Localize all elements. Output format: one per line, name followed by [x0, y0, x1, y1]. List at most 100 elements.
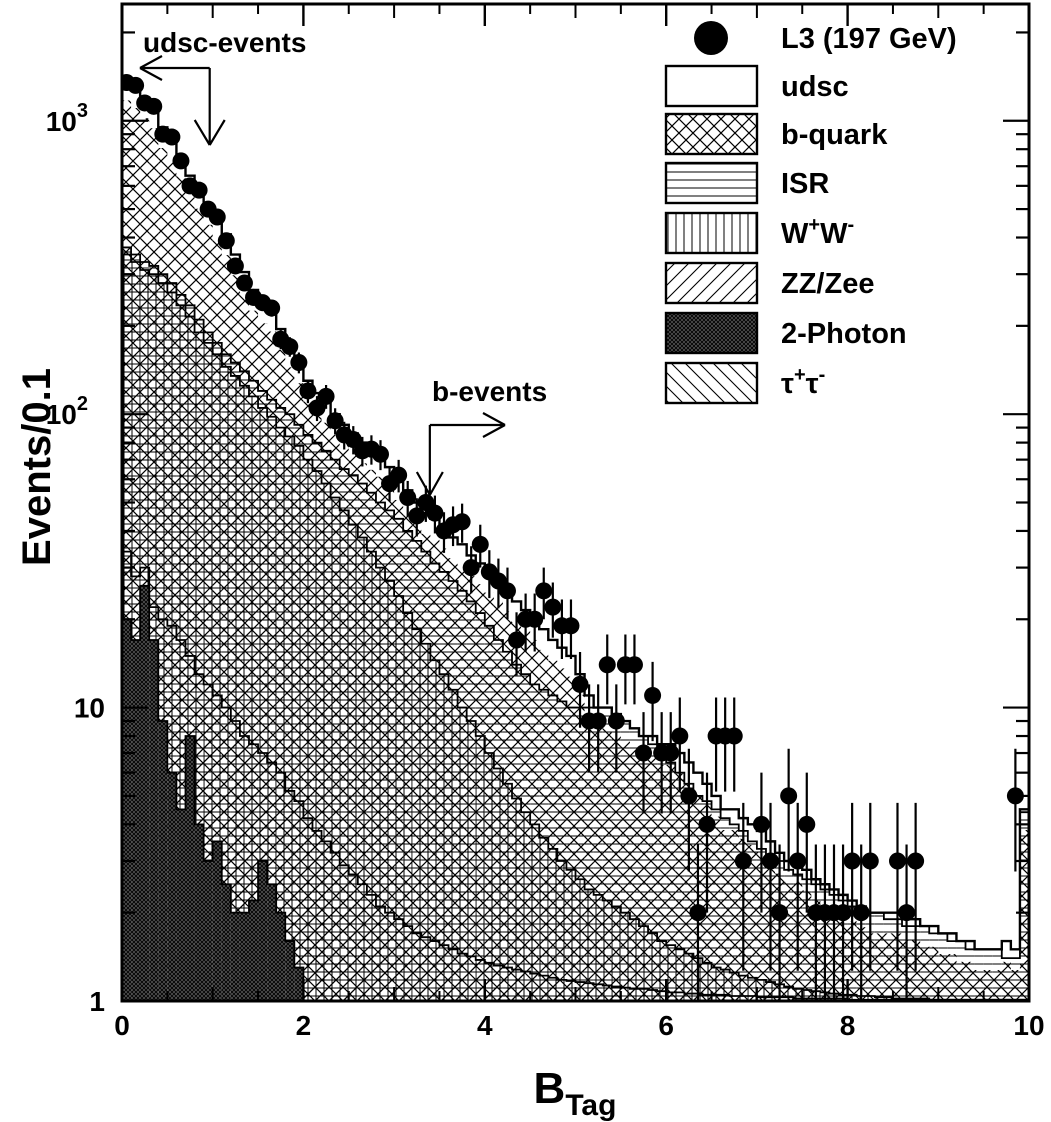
bar-ww [702, 962, 712, 1001]
bar-ww [321, 483, 331, 1001]
data-point [752, 815, 770, 833]
data-point [571, 675, 589, 693]
bar-isr [720, 818, 730, 1001]
x-tick-label: 8 [840, 1010, 856, 1041]
bar-two-photon [230, 912, 240, 1001]
bar-ww [512, 798, 522, 1001]
data-point [798, 815, 816, 833]
data-point [535, 582, 553, 600]
bar-zz-zee [684, 993, 694, 1001]
bar-zz-zee [457, 953, 467, 1001]
bar-isr [992, 949, 1002, 1001]
bar-isr [629, 728, 639, 1001]
bar-two-photon [140, 585, 150, 1001]
bar-ww [784, 986, 794, 1001]
data-point [843, 852, 861, 870]
bar-isr [874, 912, 884, 1001]
data-point [281, 338, 299, 356]
axes: 0 2 4 6 8 10 1 10 102 103 [46, 4, 1045, 1041]
bar-zz-zee [357, 884, 367, 1001]
bar-isr [602, 707, 612, 1001]
data-point [907, 852, 925, 870]
y-tick-label: 1 [89, 986, 105, 1017]
bar-isr [566, 707, 576, 1001]
bar-zz-zee [303, 818, 313, 1001]
x-tick-label: 0 [114, 1010, 130, 1041]
bar-ww [258, 407, 268, 1001]
bar-ww [439, 674, 449, 1001]
data-point [299, 382, 317, 400]
bar-isr [883, 919, 893, 1001]
bar-ww [593, 894, 603, 1001]
bar-two-photon [158, 721, 168, 1001]
legend-label: τ+τ- [781, 364, 825, 400]
bar-zz-zee [593, 984, 603, 1001]
legend-label: ZZ/Zee [781, 268, 874, 300]
x-axis-label-subscript: Tag [565, 1089, 616, 1122]
data-point [208, 208, 226, 226]
bar-isr [648, 744, 658, 1001]
bar-zz-zee [267, 762, 277, 1001]
bar-ww [330, 497, 340, 1001]
bar-zz-zee [330, 852, 340, 1001]
bar-ww [448, 689, 458, 1001]
bar-ww [521, 812, 531, 1001]
bar-zz-zee [239, 736, 249, 1001]
x-tick-label: 10 [1013, 1010, 1044, 1041]
bar-ww [566, 869, 576, 1001]
bar-zz-zee [521, 971, 531, 1001]
outline-isr_top [122, 246, 1029, 1001]
bar-zz-zee [648, 990, 658, 1001]
bar-two-photon [294, 967, 304, 1001]
arrow-b [415, 412, 506, 496]
data-point [644, 686, 662, 704]
bar-ww [248, 396, 259, 1001]
bar-zz-zee [557, 979, 567, 1001]
data-point [1006, 787, 1024, 805]
legend-marker-dot [694, 21, 728, 55]
data-point [689, 904, 707, 922]
bar-zz-zee [575, 982, 585, 1001]
bar-zz-zee [348, 874, 358, 1001]
annotations: udsc-events b-events [139, 27, 547, 496]
x-tick-label: 2 [296, 1010, 312, 1041]
x-axis-label-main: B [534, 1064, 566, 1113]
data-point [172, 152, 190, 170]
data-point [671, 727, 689, 745]
bar-zz-zee [756, 997, 766, 1001]
bar-ww [421, 643, 431, 1001]
legend-swatch [664, 112, 759, 156]
bar-two-photon [176, 809, 186, 1001]
data-point [462, 559, 480, 577]
legend-swatch [664, 261, 759, 305]
bar-ww [339, 510, 349, 1001]
data-point [290, 354, 308, 372]
bar-ww [847, 994, 857, 1001]
data-point [861, 852, 879, 870]
annotation-udsc-events: udsc-events [143, 27, 306, 58]
bar-zz-zee [747, 996, 757, 1001]
bar-ww [385, 581, 395, 1001]
bar-ww [484, 753, 494, 1001]
bar-ww [530, 824, 540, 1001]
bar-zz-zee [448, 949, 458, 1001]
arrow-udsc [139, 55, 226, 146]
bar-zz-zee [294, 801, 304, 1001]
bar-ww [212, 354, 222, 1001]
bar-isr [611, 714, 621, 1001]
bar-ww [756, 979, 766, 1001]
bar-isr [1001, 958, 1011, 1001]
data-point [226, 257, 244, 275]
bar-zz-zee [566, 980, 576, 1001]
bar-two-photon [149, 639, 159, 1001]
bar-zz-zee [711, 994, 721, 1001]
bar-two-photon [185, 736, 195, 1001]
annotation-b-events: b-events [432, 376, 547, 407]
data-point [190, 181, 208, 199]
bar-zz-zee [675, 992, 685, 1001]
bar-isr [756, 848, 766, 1001]
bar-zz-zee [321, 841, 331, 1001]
bar-ww [657, 941, 667, 1001]
outline-ww_top [122, 253, 1029, 1001]
bar-ww [203, 342, 213, 1001]
